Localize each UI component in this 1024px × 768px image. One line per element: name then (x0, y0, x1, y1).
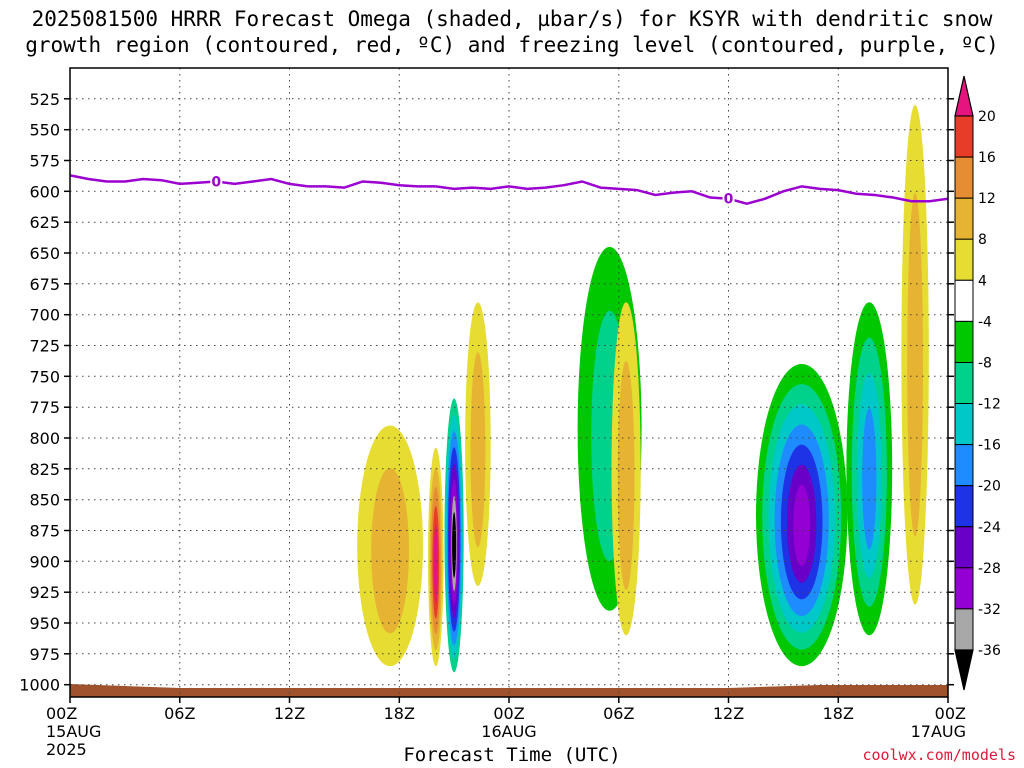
title-line-1: 2025081500 HRRR Forecast Omega (shaded, … (31, 7, 993, 31)
y-tick-label: 875 (29, 522, 60, 541)
colorbar-band (954, 444, 974, 487)
colorbar-label: -28 (978, 561, 1001, 577)
omega-contour-hour39-negative-core-6 (793, 484, 811, 566)
x-tick-date-label: 15AUG (46, 722, 101, 741)
y-tick-label: 1000 (19, 676, 60, 695)
omega-contour-hour20-positive-4 (433, 525, 438, 603)
omega-shading (357, 104, 929, 673)
x-tick-year-label: 2025 (46, 740, 87, 759)
x-tick-label: 00Z (935, 704, 966, 723)
colorbar-band (954, 362, 974, 405)
colorbar-arrow-bottom (954, 649, 974, 691)
y-tick-label: 850 (29, 491, 60, 510)
x-tick-label: 18Z (384, 704, 415, 723)
y-tick-label: 600 (29, 182, 60, 201)
colorbar-label: -8 (978, 356, 992, 372)
colorbar-band (954, 526, 974, 569)
x-tick-label: 00Z (493, 704, 524, 723)
surface-terrain (70, 684, 948, 697)
colorbar-label: 4 (978, 273, 987, 289)
freezing-level-label: 0 (211, 175, 221, 191)
omega-contour-hour21-core-7 (452, 512, 457, 578)
credit-text: coolwx.com/models (862, 746, 1016, 764)
y-tick-label: 800 (29, 429, 60, 448)
colorbar-label: 12 (978, 191, 996, 207)
freezing-label-bg (210, 173, 223, 190)
colorbar-label: -36 (978, 643, 1001, 659)
colorbar-label: 20 (978, 109, 996, 125)
surface-terrain-fill (70, 684, 948, 697)
y-tick-label: 525 (29, 90, 60, 109)
omega-contour-hour30-positive-sliver-1 (617, 361, 635, 590)
y-tick-label: 925 (29, 583, 60, 602)
x-tick-label: 12Z (274, 704, 305, 723)
colorbar-arrow-top (954, 75, 974, 117)
y-tick-label: 975 (29, 645, 60, 664)
colorbar-label: -12 (978, 397, 1001, 413)
colorbar-band (954, 320, 974, 363)
colorbar-label: -4 (978, 314, 992, 330)
y-tick-label: 675 (29, 275, 60, 294)
y-tick-label: 550 (29, 121, 60, 140)
x-tick-label: 18Z (823, 704, 854, 723)
omega-contour-hour43-negative-3 (862, 408, 877, 550)
y-tick-label: 775 (29, 398, 60, 417)
title-line-2: growth region (contoured, red, ºC) and f… (25, 33, 999, 57)
freezing-label-bg (722, 190, 735, 207)
freezing-level-label: 0 (724, 192, 734, 208)
colorbar-band (954, 197, 974, 240)
colorbar-label: -16 (978, 438, 1001, 454)
y-tick-label: 900 (29, 552, 60, 571)
colorbar-band (954, 403, 974, 446)
x-tick-date-label: 17AUG (911, 722, 966, 741)
colorbar-label: 16 (978, 150, 996, 166)
omega-contour-hour17-broad-positive-1 (371, 468, 409, 634)
omega-contour-hour22-positive-1 (470, 352, 486, 548)
freezing-level-contour: 00 (70, 173, 948, 208)
y-tick-label: 700 (29, 306, 60, 325)
y-tick-label: 750 (29, 367, 60, 386)
x-tick-date-label: 16AUG (481, 722, 536, 741)
grid-lines (69, 68, 949, 697)
colorbar-band (954, 485, 974, 528)
colorbar-band (954, 156, 974, 199)
x-tick-label: 12Z (713, 704, 744, 723)
y-tick-label: 575 (29, 152, 60, 171)
y-axis-ticks: 525 550 575 600 625 650 675 700 725 750 775 800 825 8… (19, 90, 954, 695)
x-tick-label: 06Z (603, 704, 634, 723)
y-tick-label: 950 (29, 614, 60, 633)
colorbar-band (954, 567, 974, 610)
x-axis-label: Forecast Time (UTC) (403, 744, 621, 766)
colorbar: -36 -32 -28 -24 -20 -16 -12 -8 -4 4 8 12 16 20 (954, 75, 1001, 691)
y-tick-label: 625 (29, 213, 60, 232)
colorbar-band (954, 238, 974, 281)
y-tick-label: 650 (29, 244, 60, 263)
y-tick-label: 825 (29, 460, 60, 479)
colorbar-band (954, 115, 974, 158)
x-tick-label: 00Z (46, 704, 77, 723)
x-tick-label: 06Z (164, 704, 195, 723)
colorbar-band (954, 608, 974, 651)
colorbar-label: -32 (978, 602, 1001, 618)
y-tick-label: 725 (29, 337, 60, 356)
colorbar-label: 8 (978, 232, 987, 248)
colorbar-label: -24 (978, 520, 1001, 536)
omega-contour-hour46-positive-1 (907, 193, 923, 537)
colorbar-band (954, 279, 974, 322)
colorbar-label: -20 (978, 479, 1001, 495)
chart-title: 2025081500 HRRR Forecast Omega (shaded, … (0, 6, 1024, 58)
